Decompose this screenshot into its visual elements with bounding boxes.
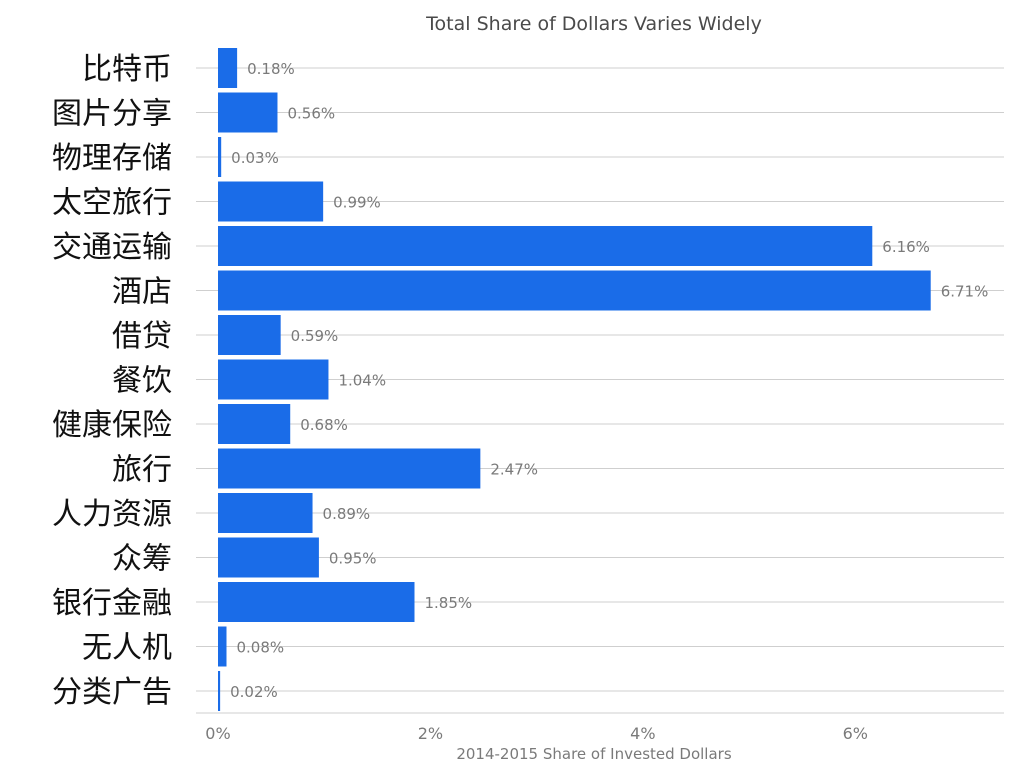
category-label: 分类广告 <box>52 675 172 710</box>
value-label: 0.02% <box>230 683 278 701</box>
category-label: 旅行 <box>112 453 172 488</box>
category-label: 物理存储 <box>52 141 172 176</box>
bar <box>218 181 324 222</box>
category-labels: 比特币图片分享物理存储太空旅行交通运输酒店借贷餐饮健康保险旅行人力资源众筹银行金… <box>52 52 172 710</box>
category-label: 餐饮 <box>112 364 172 399</box>
bar <box>218 315 281 355</box>
category-label: 太空旅行 <box>52 186 172 221</box>
category-label: 人力资源 <box>52 497 172 532</box>
value-labels: 0.18% 0.56% 0.03% 0.99% 6.16% 6.71% 0.59% 1.04%… <box>230 60 988 701</box>
x-tick-label: 0% <box>205 724 230 743</box>
bar <box>218 92 278 133</box>
value-label: 0.59% <box>291 327 339 345</box>
category-label: 借贷 <box>112 319 172 354</box>
category-label: 酒店 <box>112 275 172 310</box>
chart-title: Total Share of Dollars Varies Widely <box>425 13 762 35</box>
bar <box>218 671 221 711</box>
value-label: 0.03% <box>231 149 279 167</box>
value-label: 0.89% <box>323 505 371 523</box>
value-label: 0.99% <box>333 194 381 212</box>
value-label: 0.18% <box>247 60 295 78</box>
bar <box>218 48 238 88</box>
category-label: 无人机 <box>82 631 172 666</box>
bars <box>218 48 931 711</box>
bar <box>218 582 415 622</box>
bar <box>218 270 931 311</box>
bar <box>218 359 329 400</box>
category-label: 众筹 <box>112 542 172 577</box>
value-label: 6.16% <box>882 238 930 256</box>
bar <box>218 537 319 578</box>
value-label: 1.04% <box>338 372 386 390</box>
category-label: 图片分享 <box>52 97 172 132</box>
category-label: 健康保险 <box>52 408 172 443</box>
value-label: 0.68% <box>300 416 348 434</box>
value-label: 6.71% <box>941 283 989 301</box>
bar <box>218 137 222 177</box>
x-axis-label: 2014-2015 Share of Invested Dollars <box>456 745 731 763</box>
x-tick-label: 6% <box>843 724 868 743</box>
bar <box>218 226 873 266</box>
category-label: 比特币 <box>82 52 172 87</box>
category-label: 交通运输 <box>52 230 172 265</box>
bar <box>218 626 227 667</box>
x-tick-labels: 0% 2% 4% 6% <box>205 724 868 743</box>
x-tick-label: 4% <box>630 724 655 743</box>
bar <box>218 448 481 489</box>
bar <box>218 404 291 444</box>
bar <box>218 493 313 533</box>
value-label: 0.08% <box>236 639 284 657</box>
value-label: 1.85% <box>425 594 473 612</box>
x-tick-label: 2% <box>418 724 443 743</box>
value-label: 2.47% <box>490 461 538 479</box>
value-label: 0.56% <box>287 105 335 123</box>
value-label: 0.95% <box>329 550 377 568</box>
category-label: 银行金融 <box>52 586 172 621</box>
